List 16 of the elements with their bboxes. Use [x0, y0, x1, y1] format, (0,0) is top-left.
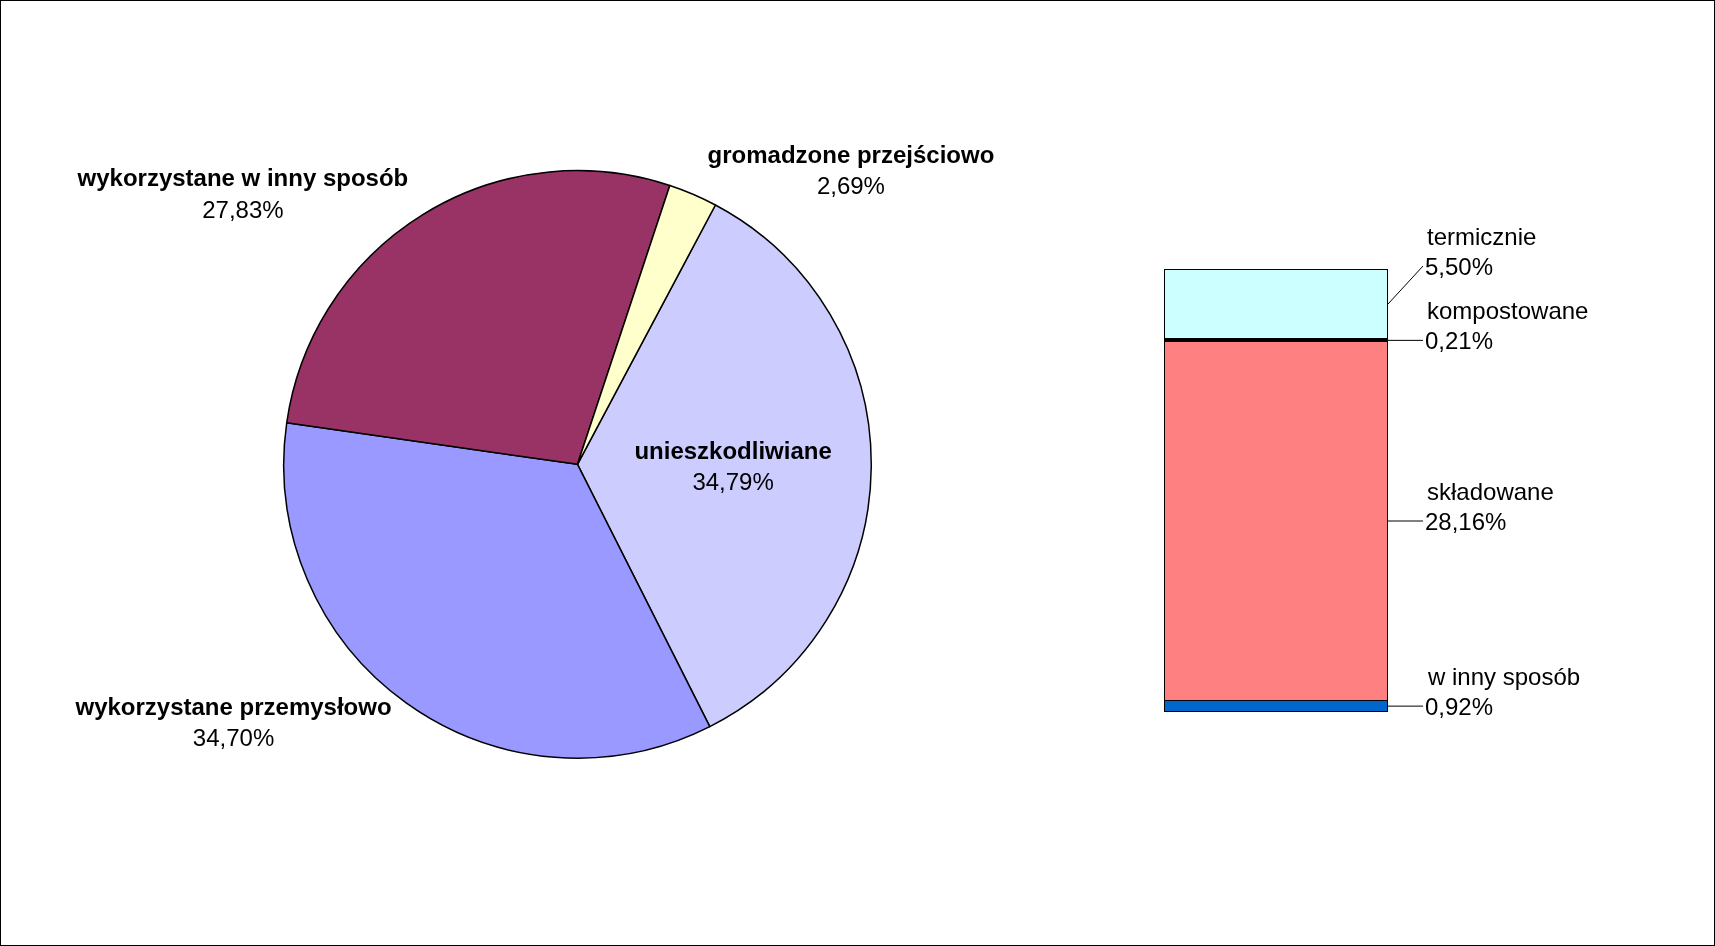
data-label: 34,79% [692, 468, 774, 496]
slice-label: wykorzystane w inny sposób [76, 164, 409, 192]
series-label: składowane [1427, 478, 1554, 505]
data-label: 0,21% [1425, 327, 1494, 354]
slice-label: gromadzone przejściowo [707, 140, 995, 168]
series-label: termicznie [1427, 223, 1537, 250]
series-label: w inny sposób [1427, 663, 1581, 690]
data-label: 34,70% [192, 724, 275, 752]
data-label: 0,92% [1425, 693, 1494, 720]
data-label: 27,83% [202, 195, 284, 223]
series-label: kompostowane [1427, 297, 1589, 324]
slice-label: wykorzystane przemysłowo [74, 693, 392, 721]
data-label: 2,69% [816, 171, 885, 199]
slice-label: unieszkodliwiane [634, 436, 832, 464]
data-label: 28,16% [1425, 508, 1507, 535]
data-label: 5,50% [1425, 253, 1494, 280]
